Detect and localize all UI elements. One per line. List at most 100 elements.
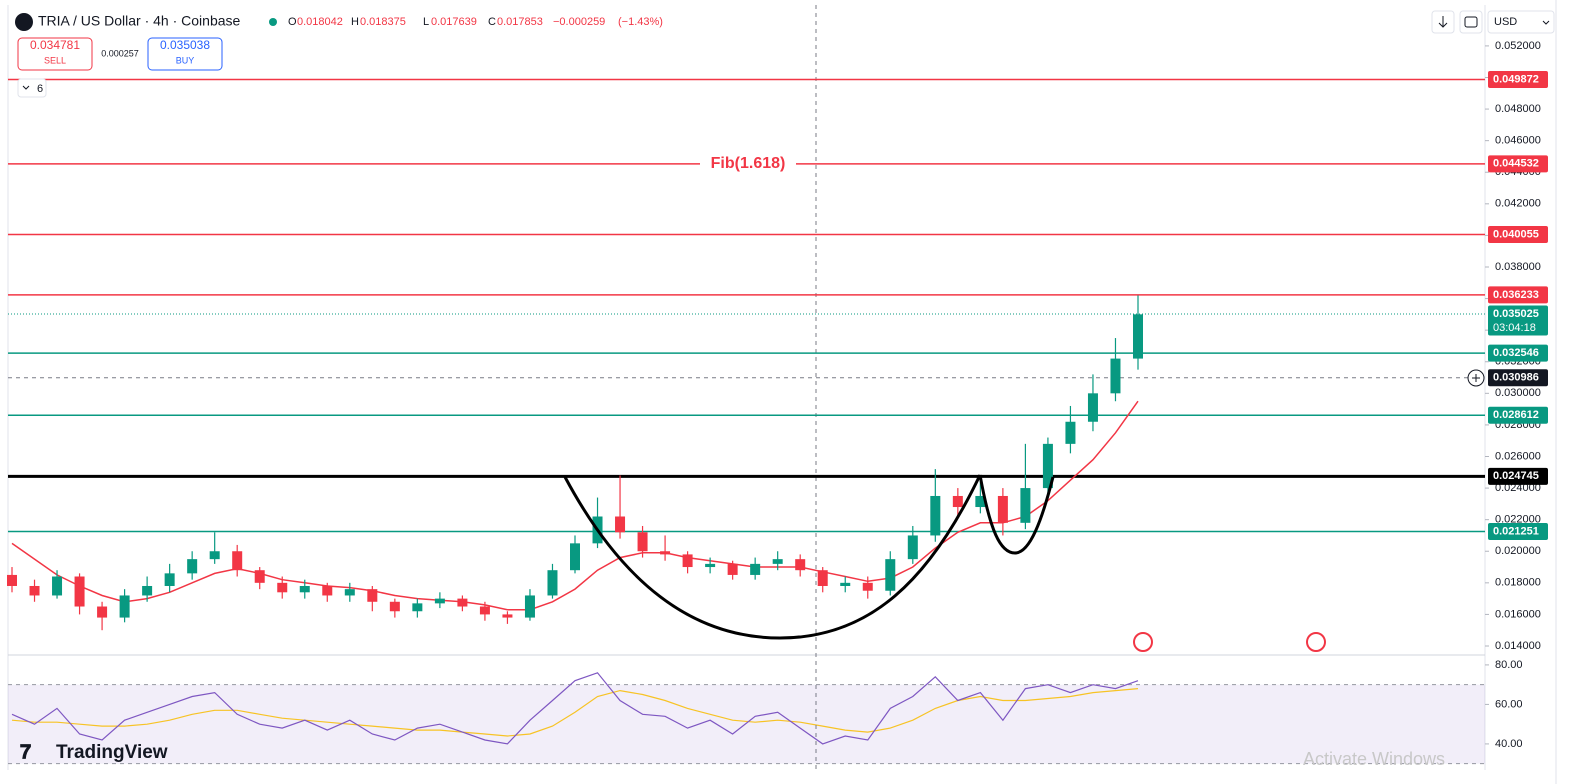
- candle-body: [615, 516, 626, 533]
- y-tick-label: 0.014000: [1495, 640, 1541, 652]
- rsi-ma-line: [11, 688, 1139, 737]
- high-value: 0.018375: [360, 16, 406, 28]
- level-label-bg: [1488, 71, 1548, 89]
- candle-body: [209, 551, 220, 560]
- handle-drawing: [978, 474, 1055, 555]
- candle-body: [277, 582, 288, 593]
- candle-body: [660, 551, 671, 555]
- buy-price[interactable]: 0.035038: [160, 38, 210, 52]
- crosshair-label-bg: [1488, 369, 1548, 387]
- refresh-button[interactable]: [1459, 10, 1483, 34]
- plus-icon: [1472, 374, 1480, 382]
- candle-body: [367, 589, 378, 602]
- candle-body: [412, 603, 423, 612]
- candle-body: [7, 574, 17, 586]
- indicator-count[interactable]: 6: [37, 83, 43, 95]
- download-icon: [1438, 16, 1448, 28]
- rsi-tick-label: 80.00: [1495, 659, 1523, 671]
- candle-body: [570, 543, 580, 571]
- cup-drawing: [563, 474, 982, 640]
- sell-button[interactable]: [17, 37, 93, 71]
- candle-body: [299, 585, 310, 593]
- candle-body: [795, 559, 806, 571]
- event-flag[interactable]: [1133, 632, 1153, 652]
- candle-body: [547, 570, 558, 596]
- event-flag[interactable]: [1306, 632, 1326, 652]
- level-label: 0.032546: [1493, 347, 1539, 359]
- spread: 0.000257: [101, 48, 139, 58]
- os-watermark: Activate Windows: [1303, 749, 1445, 769]
- close-value: 0.017853: [497, 16, 543, 28]
- y-tick-label: 0.018000: [1495, 577, 1541, 589]
- candle-body: [1133, 314, 1143, 359]
- candle-body: [524, 595, 535, 618]
- fib-annotation: Fib(1.618): [711, 155, 786, 172]
- symbol-logo: [15, 13, 33, 31]
- candle-body: [29, 585, 40, 596]
- level-label: 0.024745: [1493, 470, 1539, 482]
- y-tick-label: 0.042000: [1495, 198, 1541, 210]
- level-label: 0.028612: [1493, 409, 1539, 421]
- candle-body: [457, 598, 468, 607]
- y-tick-label: 0.030000: [1495, 387, 1541, 399]
- brand-name: TradingView: [56, 742, 168, 763]
- level-label-bg: [1488, 406, 1548, 424]
- sell-label[interactable]: SELL: [44, 55, 66, 65]
- candle-body: [705, 563, 716, 568]
- candle-body: [772, 559, 783, 564]
- candle-body: [479, 606, 490, 615]
- buy-button[interactable]: [147, 37, 223, 71]
- low-label: L: [423, 16, 429, 28]
- currency-select[interactable]: [1487, 10, 1555, 34]
- rsi-tick-label: 40.00: [1495, 738, 1523, 750]
- open-value: 0.018042: [297, 16, 343, 28]
- candle-body: [1087, 393, 1098, 422]
- rsi-line: [11, 672, 1139, 745]
- level-label-bg: [1488, 155, 1548, 173]
- candle-body: [74, 576, 85, 607]
- level-label: 0.049872: [1493, 73, 1539, 85]
- candle-body: [187, 559, 198, 574]
- last-price-box: [1488, 305, 1548, 336]
- candle-body: [885, 559, 896, 591]
- level-label-bg: [1488, 344, 1548, 362]
- level-label-bg: [1488, 226, 1548, 244]
- candle-body: [862, 582, 873, 591]
- candle-body: [1042, 443, 1053, 489]
- y-tick-label: 0.046000: [1495, 135, 1541, 147]
- y-tick-label: 0.038000: [1495, 261, 1541, 273]
- indicators-toggle[interactable]: [17, 78, 47, 98]
- moving-average: [11, 400, 1139, 611]
- currency[interactable]: USD: [1494, 16, 1517, 28]
- level-label: 0.040055: [1493, 228, 1539, 240]
- high-label: H: [351, 16, 359, 28]
- level-label-bg: [1488, 522, 1548, 540]
- crosshair-label: 0.030986: [1493, 372, 1539, 384]
- market-status: [269, 18, 277, 26]
- candle-body: [164, 573, 175, 586]
- y-tick-label: 0.016000: [1495, 608, 1541, 620]
- y-tick-label: 0.052000: [1495, 40, 1541, 52]
- refresh-icon: [1464, 16, 1478, 28]
- y-tick-label: 0.020000: [1495, 545, 1541, 557]
- candle-body: [389, 601, 400, 612]
- buy-label[interactable]: BUY: [176, 55, 195, 65]
- candle-body: [232, 551, 243, 571]
- candle-body: [682, 554, 693, 568]
- candle-body: [750, 563, 761, 575]
- fib-label-bg: [700, 153, 796, 174]
- candle-body: [97, 606, 108, 618]
- change-percent: (−1.43%): [618, 16, 663, 28]
- candle-body: [344, 589, 355, 596]
- open-label: O: [288, 16, 297, 28]
- y-tick-label: 0.048000: [1495, 103, 1541, 115]
- candle-body: [1020, 488, 1031, 523]
- candle-body: [930, 495, 941, 536]
- candle-body: [254, 570, 265, 583]
- y-tick-label: 0.026000: [1495, 450, 1541, 462]
- level-label: 0.021251: [1493, 525, 1539, 537]
- sell-price[interactable]: 0.034781: [30, 38, 80, 52]
- candle-body: [1065, 421, 1076, 444]
